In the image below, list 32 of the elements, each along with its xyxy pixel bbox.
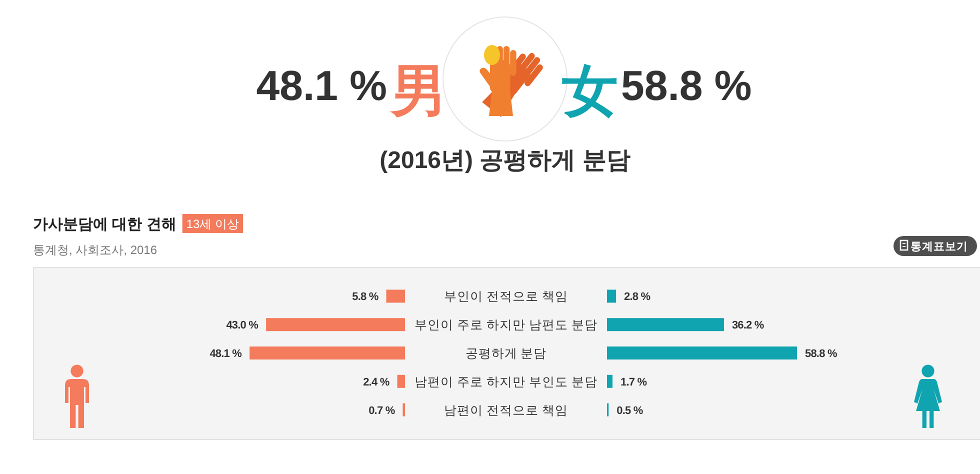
data-label: 43.0 % xyxy=(226,320,259,332)
text: 58.8 % xyxy=(621,62,752,109)
text: 男 xyxy=(389,59,447,122)
text: 통계표보기 xyxy=(910,241,968,253)
data-label: 0.7 % xyxy=(368,404,396,417)
text: 가사분담에 대한 견해 xyxy=(33,216,176,233)
bar xyxy=(607,290,616,303)
data-label: 2.4 % xyxy=(363,376,390,388)
y-tick-label: 남편이 주로 하지만 부인도 분담 xyxy=(414,374,598,389)
y-tick-label: 부인이 주로 하지만 남편도 분담 xyxy=(414,318,598,332)
data-label: 58.8 % xyxy=(805,348,838,360)
text: (2016년) 공평하게 분담 xyxy=(380,147,630,174)
chart-subtitle: 13세 이상 xyxy=(186,217,240,231)
bar xyxy=(397,374,405,388)
data-label: 0.5 % xyxy=(616,404,644,417)
data-label: 48.1 % xyxy=(210,348,242,360)
data-label: 2.8 % xyxy=(624,291,651,304)
y-tick-label: 공평하게 분담 xyxy=(465,346,547,360)
bar xyxy=(607,374,612,388)
data-label: 1.7 % xyxy=(620,376,648,388)
bar xyxy=(266,318,405,332)
bar xyxy=(607,318,724,332)
y-tick-label: 부인이 전적으로 책임 xyxy=(444,290,568,304)
y-tick-label: 남편이 전적으로 책임 xyxy=(444,403,568,418)
data-label: 5.8 % xyxy=(352,291,379,304)
bar xyxy=(386,290,405,303)
bar xyxy=(607,346,797,360)
data-label: 36.2 % xyxy=(732,320,764,332)
text: 女 xyxy=(562,59,618,122)
bar xyxy=(250,346,405,360)
text: 48.1 % xyxy=(256,62,387,109)
text: 통계청, 사회조사, 2016 xyxy=(33,243,158,257)
